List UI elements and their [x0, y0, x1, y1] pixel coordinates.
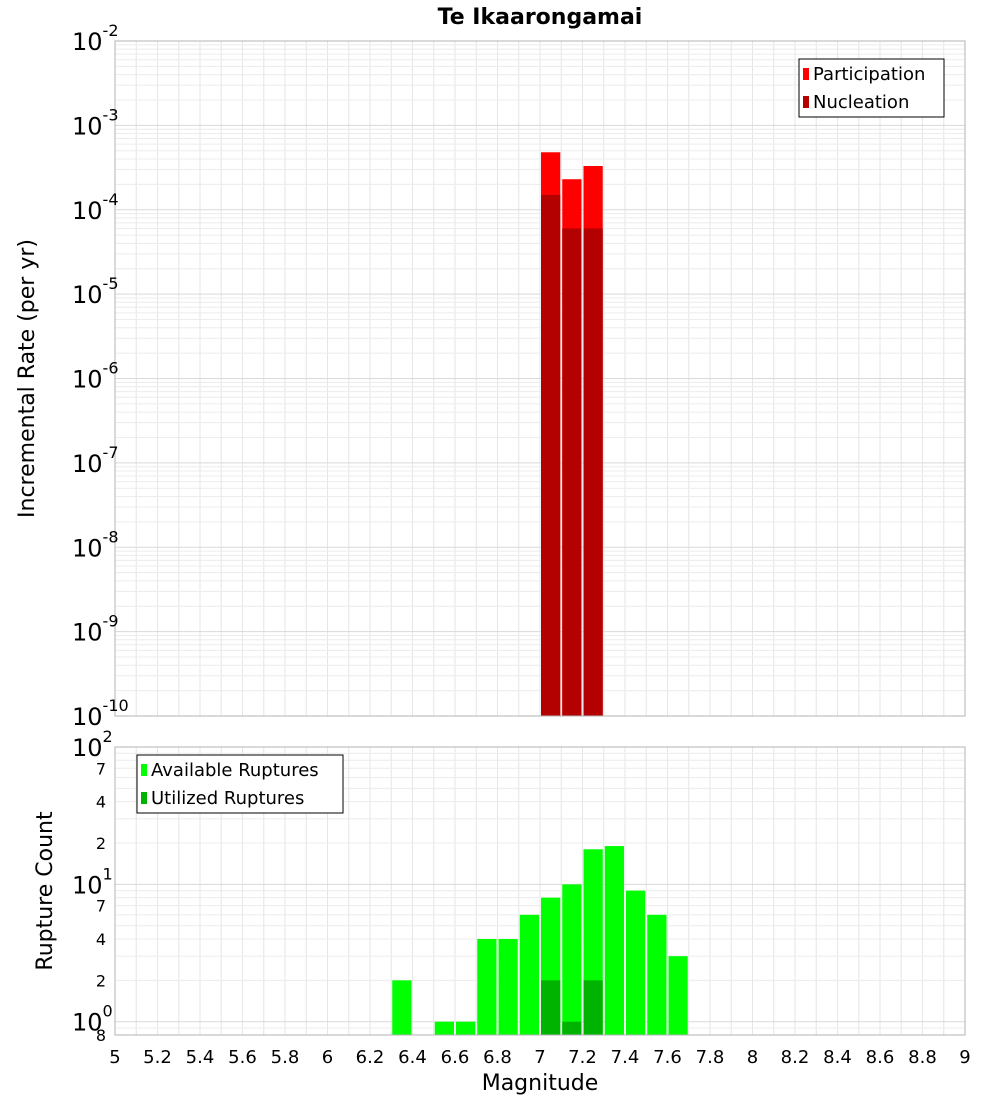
x-tick-label: 7.2 — [568, 1047, 597, 1068]
bar-available-ruptures — [392, 980, 412, 1035]
y-tick-label: 10-6 — [72, 359, 119, 394]
x-tick-label: 7.6 — [653, 1047, 682, 1068]
bar-available-ruptures — [668, 956, 688, 1035]
x-tick-label: 8.8 — [908, 1047, 937, 1068]
bar-nucleation — [541, 194, 561, 716]
bar-nucleation — [583, 228, 603, 716]
bar-nucleation — [562, 228, 582, 716]
x-tick-label: 8.4 — [823, 1047, 852, 1068]
x-tick-label: 5 — [109, 1047, 120, 1068]
y-tick-label: 101 — [72, 864, 113, 899]
legend-label: Available Ruptures — [151, 760, 319, 781]
x-tick-label: 6.6 — [441, 1047, 470, 1068]
legend: Participation Nucleation — [798, 58, 945, 118]
y-tick-label: 8 — [96, 1026, 106, 1045]
x-tick-label: 7.8 — [696, 1047, 725, 1068]
x-tick-label: 5.2 — [143, 1047, 172, 1068]
y-tick-label: 4 — [96, 793, 106, 812]
bar-available-ruptures — [498, 939, 518, 1035]
y-tick-label: 2 — [96, 834, 106, 853]
bar-utilized-ruptures — [562, 1021, 582, 1035]
legend: Available Ruptures Utilized Ruptures — [136, 754, 344, 814]
x-tick-label: 8.2 — [781, 1047, 810, 1068]
x-tick-label: 5.4 — [186, 1047, 215, 1068]
x-tick-label: 5.8 — [271, 1047, 300, 1068]
x-tick-label: 6.2 — [356, 1047, 385, 1068]
x-tick-label: 6.4 — [398, 1047, 427, 1068]
y-axis-label: Incremental Rate (per yr) — [15, 239, 40, 518]
bar-available-ruptures — [519, 914, 539, 1035]
x-tick-label: 5.6 — [228, 1047, 257, 1068]
y-tick-label: 10-2 — [72, 21, 119, 56]
plot-border — [114, 40, 966, 717]
x-tick-label: 9 — [959, 1047, 970, 1068]
y-tick-label: 7 — [96, 897, 106, 916]
legend-label: Utilized Ruptures — [151, 788, 304, 809]
x-tick-label: 8.6 — [866, 1047, 895, 1068]
bar-utilized-ruptures — [541, 980, 561, 1035]
rate-panel: 10-10 10-9 10-8 10-7 10-6 10-5 10-4 10-3 10-2 Inc… — [15, 21, 966, 731]
y-tick-label: 10-4 — [72, 190, 119, 225]
y-tick-label: 10-7 — [72, 443, 119, 478]
y-tick-label: 10-3 — [72, 105, 119, 140]
legend-swatch — [803, 96, 809, 108]
x-tick-label: 6 — [322, 1047, 333, 1068]
y-tick-label: 10-9 — [72, 612, 119, 647]
chart-title: Te Ikaarongamai — [438, 5, 643, 30]
x-tick-label: 7.4 — [611, 1047, 640, 1068]
y-tick-label: 102 — [72, 727, 113, 762]
plot-border — [114, 746, 966, 1036]
y-tick-label: 2 — [96, 971, 106, 990]
legend-box — [136, 754, 344, 814]
x-tick-label: 7 — [534, 1047, 545, 1068]
x-axis-label: Magnitude — [482, 1071, 599, 1096]
y-tick-label: 10-5 — [72, 274, 119, 309]
legend-label: Nucleation — [813, 92, 909, 113]
y-tick-label: 7 — [96, 759, 106, 778]
legend-label: Participation — [813, 64, 925, 85]
x-tick-label: 8 — [747, 1047, 758, 1068]
y-tick-label: 4 — [96, 930, 106, 949]
bar-available-ruptures — [562, 884, 582, 1035]
y-tick-label: 10-8 — [72, 527, 119, 562]
bar-available-ruptures — [626, 890, 646, 1035]
y-axis-label: Rupture Count — [33, 811, 58, 971]
y-tick-label: 10-10 — [72, 696, 129, 731]
legend-swatch — [141, 764, 147, 776]
legend-swatch — [141, 792, 147, 804]
bar-utilized-ruptures — [583, 980, 603, 1035]
y-tick-label: 100 — [72, 1002, 113, 1037]
bar-available-ruptures — [434, 1021, 454, 1035]
bar-available-ruptures — [456, 1021, 476, 1035]
bar-available-ruptures — [647, 914, 667, 1035]
bar-available-ruptures — [604, 846, 624, 1035]
legend-swatch — [803, 68, 809, 80]
x-tick-label: 6.8 — [483, 1047, 512, 1068]
bar-available-ruptures — [477, 939, 497, 1035]
legend-box — [798, 58, 945, 118]
